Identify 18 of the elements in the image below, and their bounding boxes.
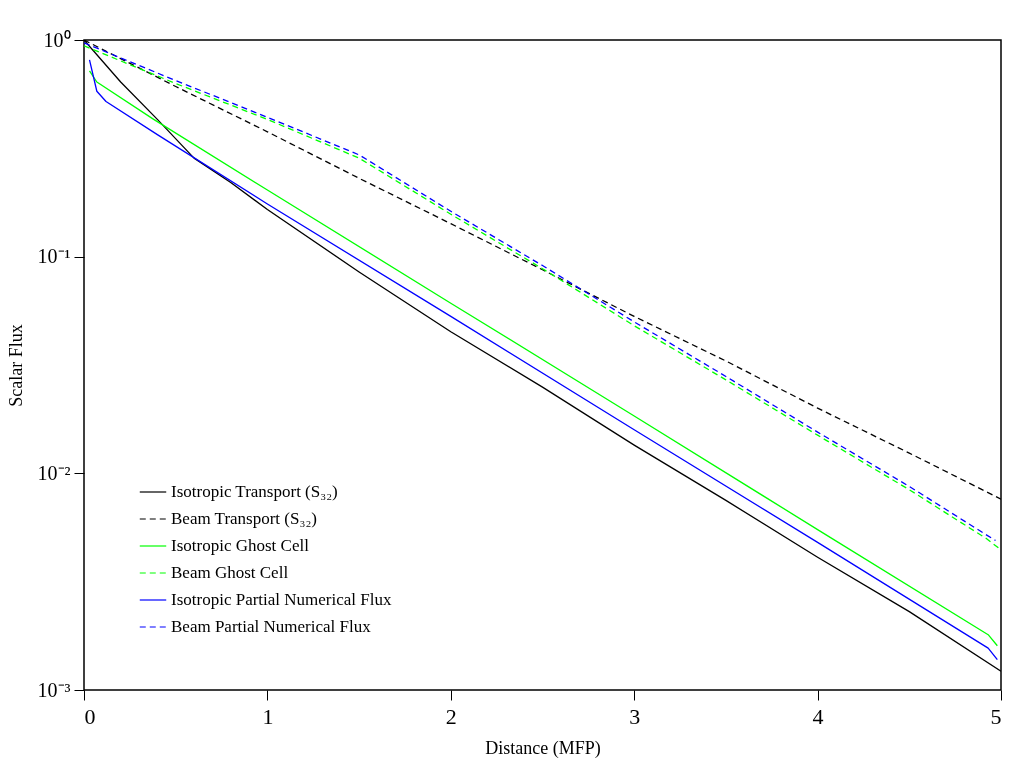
y-axis-title: Scalar Flux [5,324,26,407]
x-tick-label: 1 [262,703,274,729]
legend-label: Beam Partial Numerical Flux [171,617,372,636]
y-tick-label: 10⁻³ [37,678,71,701]
x-tick-label: 0 [84,703,96,729]
x-tick-label: 2 [445,703,457,729]
x-tick-label: 5 [990,703,1002,729]
legend-label: Beam Ghost Cell [171,563,289,582]
y-tick-label: 10⁻² [37,461,71,484]
x-tick-label: 3 [629,703,641,729]
x-tick-label: 4 [812,703,824,729]
legend-label: Isotropic Ghost Cell [171,536,310,555]
y-tick-label: 10⁰ [43,28,71,51]
legend-label: Isotropic Partial Numerical Flux [171,590,392,609]
legend-label: Isotropic Transport (S₃₂) [171,482,338,501]
y-tick-label: 10⁻¹ [37,245,71,268]
x-axis-title: Distance (MFP) [485,737,601,759]
legend-label: Beam Transport (S₃₂) [171,509,317,528]
